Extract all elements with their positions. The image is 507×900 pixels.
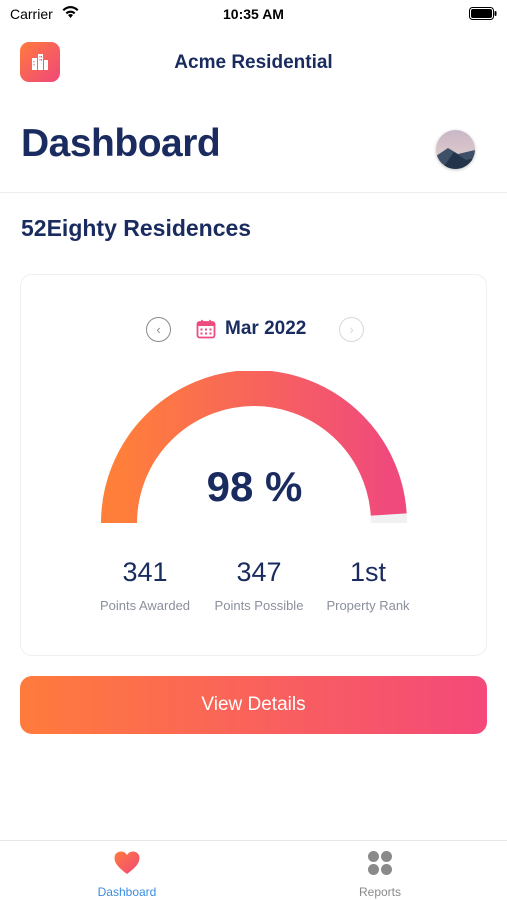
stat-label: Points Awarded	[99, 598, 191, 613]
chevron-left-icon: ‹	[156, 322, 161, 337]
app-title: Acme Residential	[174, 52, 333, 73]
tab-dashboard[interactable]: Dashboard	[67, 849, 187, 899]
tab-label: Dashboard	[97, 885, 157, 899]
building-icon	[32, 54, 48, 70]
tab-bar: Dashboard Reports	[0, 840, 507, 900]
wifi-icon	[62, 6, 79, 18]
stat-points-possible: 347 Points Possible	[189, 557, 329, 613]
previous-month-button[interactable]: ‹	[146, 317, 171, 342]
view-details-button[interactable]: View Details	[20, 676, 487, 734]
stat-value: 341	[122, 557, 168, 587]
tab-reports[interactable]: Reports	[320, 849, 440, 899]
page-title: Dashboard	[21, 122, 221, 165]
gauge-percentage: 98 %	[206, 463, 303, 510]
score-gauge	[101, 371, 407, 524]
header-divider	[0, 192, 507, 193]
grid-icon	[368, 851, 392, 875]
stat-points-awarded: 341 Points Awarded	[75, 557, 215, 613]
battery-icon	[469, 7, 497, 20]
stat-property-rank: 1st Property Rank	[298, 557, 438, 613]
month-label: Mar 2022	[225, 318, 307, 339]
score-card: ‹ Mar 2022 ›	[20, 274, 487, 656]
property-name: 52Eighty Residences	[21, 215, 252, 241]
stat-value: 1st	[349, 557, 387, 587]
tab-label: Reports	[358, 885, 402, 899]
gauge-fill	[101, 371, 407, 524]
heart-icon	[114, 851, 140, 874]
avatar[interactable]	[436, 130, 475, 169]
stat-label: Points Possible	[214, 598, 304, 613]
stat-label: Property Rank	[326, 598, 410, 613]
profile-photo	[436, 130, 475, 169]
carrier-label: Carrier	[10, 6, 53, 22]
app-logo[interactable]	[20, 42, 60, 82]
stat-value: 347	[236, 557, 282, 587]
status-bar: Carrier 10:35 AM	[0, 0, 507, 30]
calendar-icon	[196, 319, 216, 339]
chevron-right-icon: ›	[349, 322, 354, 337]
status-time: 10:35 AM	[223, 6, 284, 22]
next-month-button[interactable]: ›	[339, 317, 364, 342]
